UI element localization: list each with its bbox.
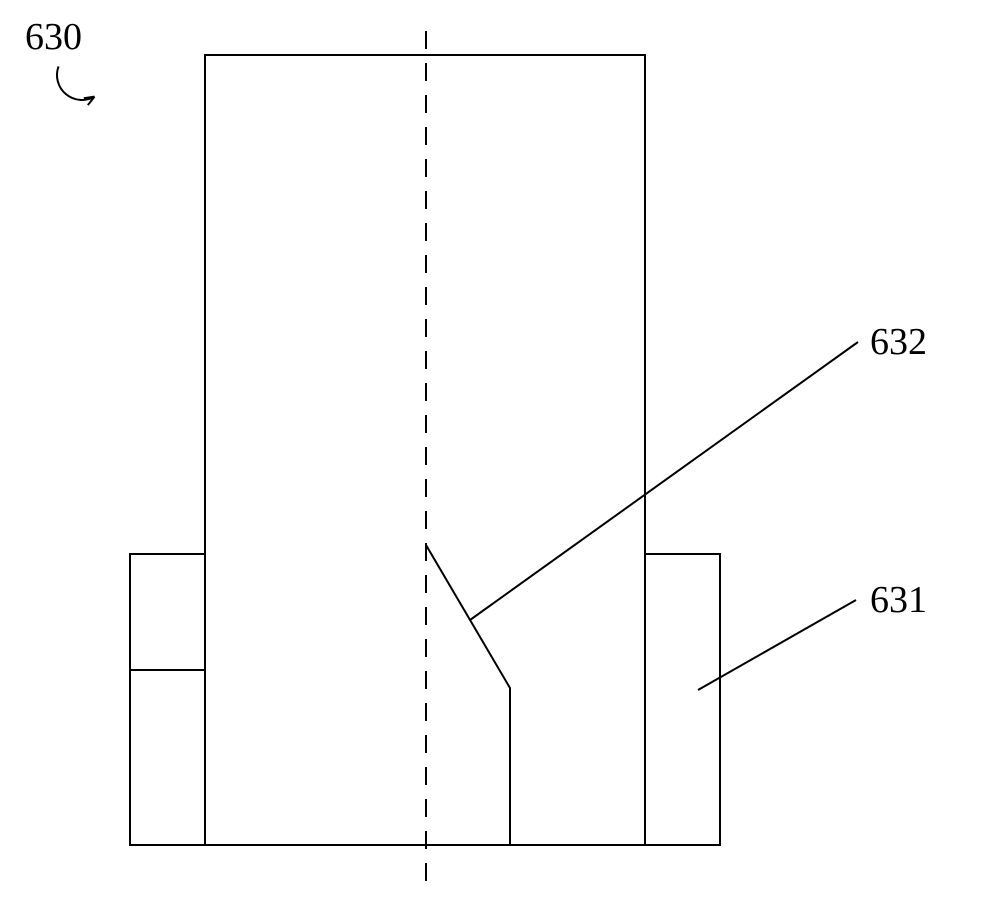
label-arrow-630 xyxy=(57,66,95,100)
label-assembly-630: 630 xyxy=(25,15,82,59)
technical-drawing xyxy=(0,0,1000,908)
inner-feature-profile xyxy=(426,545,510,845)
leader-to-631 xyxy=(698,600,856,690)
label-arrow-630-head xyxy=(84,97,95,105)
base-flange-right xyxy=(645,554,720,845)
base-flange-left xyxy=(130,554,205,845)
leader-to-632 xyxy=(470,342,858,620)
label-inner-feature-632: 632 xyxy=(870,320,927,364)
label-flange-631: 631 xyxy=(870,578,927,622)
